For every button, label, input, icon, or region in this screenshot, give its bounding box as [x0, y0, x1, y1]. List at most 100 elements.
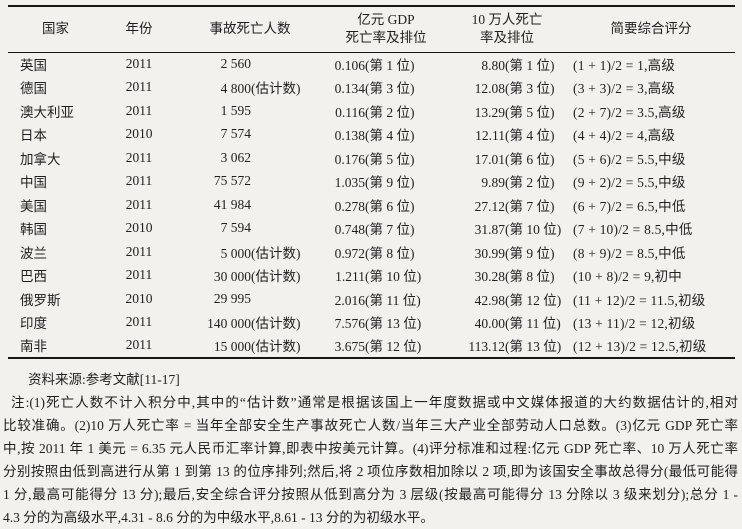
- deaths-value: 5 000: [220, 245, 251, 261]
- composite-score-value: (3 + 3)/2 = 3,高级: [573, 81, 676, 97]
- country-cell: 日本: [8, 123, 103, 147]
- per-100k-death-rate-value: 42.98: [474, 292, 505, 308]
- year-cell: 2011: [103, 334, 175, 358]
- gdp-death-rate-rank: (第 3 位): [365, 81, 415, 97]
- per-100k-death-rate-value: 27.12: [474, 198, 505, 214]
- country-cell: 加拿大: [8, 146, 103, 170]
- gdp-death-rate-value: 0.176: [334, 151, 365, 167]
- country-name: 澳大利亚: [20, 104, 74, 120]
- data-source-line: 资料来源:参考文献[11-17]: [28, 371, 180, 387]
- per-100k-death-rate-rank: (第 4 位): [505, 128, 555, 144]
- gdp-death-rate-cell: 0.138(第 4 位): [325, 123, 447, 147]
- per-100k-death-rate-value: 40.00: [474, 316, 505, 332]
- composite-score-value: (10 + 8)/2 = 9,初中: [573, 269, 682, 285]
- per-100k-death-rate-cell: 13.29(第 5 位): [447, 99, 567, 123]
- country-name: 美国: [20, 198, 47, 214]
- deaths-value: 3 062: [220, 149, 251, 165]
- gdp-death-rate-cell: 1.211(第 10 位): [325, 264, 447, 288]
- gdp-death-rate-cell: 7.576(第 13 位): [325, 311, 447, 335]
- composite-score-value: (7 + 10)/2 = 8.5,中低: [573, 222, 693, 238]
- per-100k-death-rate-cell: 12.08(第 3 位): [447, 76, 567, 100]
- gdp-death-rate-cell: 0.134(第 3 位): [325, 76, 447, 100]
- table-row: 加拿大 2011 3 062 0.176(第 5 位) 17.01(第 6 位)…: [8, 146, 735, 170]
- per-100k-death-rate-cell: 27.12(第 7 位): [447, 193, 567, 217]
- gdp-death-rate-rank: (第 10 位): [365, 269, 422, 285]
- composite-score-cell: (6 + 7)/2 = 6.5,中低: [567, 193, 735, 217]
- country-cell: 南非: [8, 334, 103, 358]
- country-cell: 德国: [8, 76, 103, 100]
- note-line: 比较准确。(2)10 万人死亡率 = 当年全部安全生产事故死亡人数/当年三大产业…: [3, 417, 738, 433]
- country-cell: 波兰: [8, 240, 103, 264]
- per-100k-death-rate-rank: (第 11 位): [505, 316, 561, 332]
- per-100k-death-rate-value: 9.89: [481, 175, 505, 191]
- per-100k-death-rate-value: 12.11: [475, 128, 505, 144]
- country-name: 南非: [20, 339, 47, 355]
- composite-score-cell: (12 + 13)/2 = 12.5,初级: [567, 334, 735, 358]
- year-value: 2010: [125, 290, 153, 306]
- deaths-cell: 5 000(估计数): [175, 240, 325, 264]
- per-100k-death-rate-cell: 113.12(第 13 位): [447, 334, 567, 358]
- header-row: 国家 年份 事故死亡人数 亿元 GDP 死亡率及排位 10 万人死亡 率及排位 …: [8, 6, 735, 52]
- deaths-cell: 4 800(估计数): [175, 76, 325, 100]
- composite-score-cell: (2 + 7)/2 = 3.5,高级: [567, 99, 735, 123]
- deaths-estimate-note: (估计数): [251, 339, 301, 355]
- per-100k-death-rate-value: 17.01: [474, 151, 505, 167]
- gdp-death-rate-cell: 0.972(第 8 位): [325, 240, 447, 264]
- gdp-death-rate-value: 0.138: [334, 128, 365, 144]
- gdp-death-rate-rank: (第 13 位): [365, 316, 422, 332]
- table-row: 英国 2011 2 560 0.106(第 1 位) 8.80(第 1 位) (…: [8, 52, 735, 76]
- per-100k-death-rate-cell: 30.28(第 8 位): [447, 264, 567, 288]
- year-cell: 2011: [103, 264, 175, 288]
- per-100k-death-rate-value: 31.87: [474, 222, 505, 238]
- deaths-cell: 75 572: [175, 170, 325, 194]
- col-header-country: 国家: [8, 6, 103, 52]
- composite-score-value: (6 + 7)/2 = 6.5,中低: [573, 198, 686, 214]
- deaths-value: 41 984: [213, 196, 251, 212]
- year-value: 2011: [125, 243, 153, 259]
- country-name: 英国: [20, 58, 47, 73]
- deaths-value: 2 560: [220, 56, 251, 71]
- col-header-gdp-rate-line2: 死亡率及排位: [345, 30, 427, 46]
- composite-score-cell: (8 + 9)/2 = 8.5,中低: [567, 240, 735, 264]
- gdp-death-rate-rank: (第 5 位): [365, 151, 415, 167]
- gdp-death-rate-value: 1.035: [334, 175, 365, 191]
- per-100k-death-rate-cell: 42.98(第 12 位): [447, 287, 567, 311]
- per-100k-death-rate-rank: (第 1 位): [505, 58, 555, 73]
- country-cell: 巴西: [8, 264, 103, 288]
- gdp-death-rate-cell: 0.748(第 7 位): [325, 217, 447, 241]
- deaths-value: 75 572: [213, 173, 251, 189]
- country-name: 俄罗斯: [20, 292, 61, 308]
- per-100k-death-rate-value: 12.08: [474, 81, 505, 97]
- composite-score-cell: (10 + 8)/2 = 9,初中: [567, 264, 735, 288]
- table-row: 韩国 2010 7 594 0.748(第 7 位) 31.87(第 10 位)…: [8, 217, 735, 241]
- year-value: 2011: [125, 337, 153, 353]
- deaths-estimate-note: (估计数): [251, 245, 301, 261]
- year-cell: 2010: [103, 123, 175, 147]
- composite-score-cell: (3 + 3)/2 = 3,高级: [567, 76, 735, 100]
- per-100k-death-rate-cell: 17.01(第 6 位): [447, 146, 567, 170]
- note-line: 中,按 2011 年 1 美元 = 6.35 元人民币汇率计算,即表中按美元计算…: [3, 440, 738, 456]
- country-cell: 美国: [8, 193, 103, 217]
- per-100k-death-rate-cell: 8.80(第 1 位): [447, 52, 567, 76]
- gdp-death-rate-cell: 2.016(第 11 位): [325, 287, 447, 311]
- year-value: 2011: [125, 79, 153, 95]
- year-cell: 2011: [103, 193, 175, 217]
- country-cell: 印度: [8, 311, 103, 335]
- table-row: 日本 2010 7 574 0.138(第 4 位) 12.11(第 4 位) …: [8, 123, 735, 147]
- per-100k-death-rate-cell: 40.00(第 11 位): [447, 311, 567, 335]
- composite-score-value: (5 + 6)/2 = 5.5,中级: [573, 151, 686, 167]
- year-cell: 2011: [103, 146, 175, 170]
- gdp-death-rate-rank: (第 4 位): [365, 128, 415, 144]
- country-name: 日本: [20, 128, 47, 144]
- col-header-gdp-rate: 亿元 GDP 死亡率及排位: [325, 6, 447, 52]
- deaths-value: 29 995: [213, 290, 251, 306]
- gdp-death-rate-rank: (第 9 位): [365, 175, 415, 191]
- table-row: 美国 2011 41 984 0.278(第 6 位) 27.12(第 7 位)…: [8, 193, 735, 217]
- year-value: 2011: [125, 149, 153, 165]
- deaths-cell: 3 062: [175, 146, 325, 170]
- table-row: 巴西 2011 30 000(估计数) 1.211(第 10 位) 30.28(…: [8, 264, 735, 288]
- deaths-cell: 41 984: [175, 193, 325, 217]
- country-cell: 澳大利亚: [8, 99, 103, 123]
- gdp-death-rate-rank: (第 2 位): [365, 104, 415, 120]
- gdp-death-rate-rank: (第 6 位): [365, 198, 415, 214]
